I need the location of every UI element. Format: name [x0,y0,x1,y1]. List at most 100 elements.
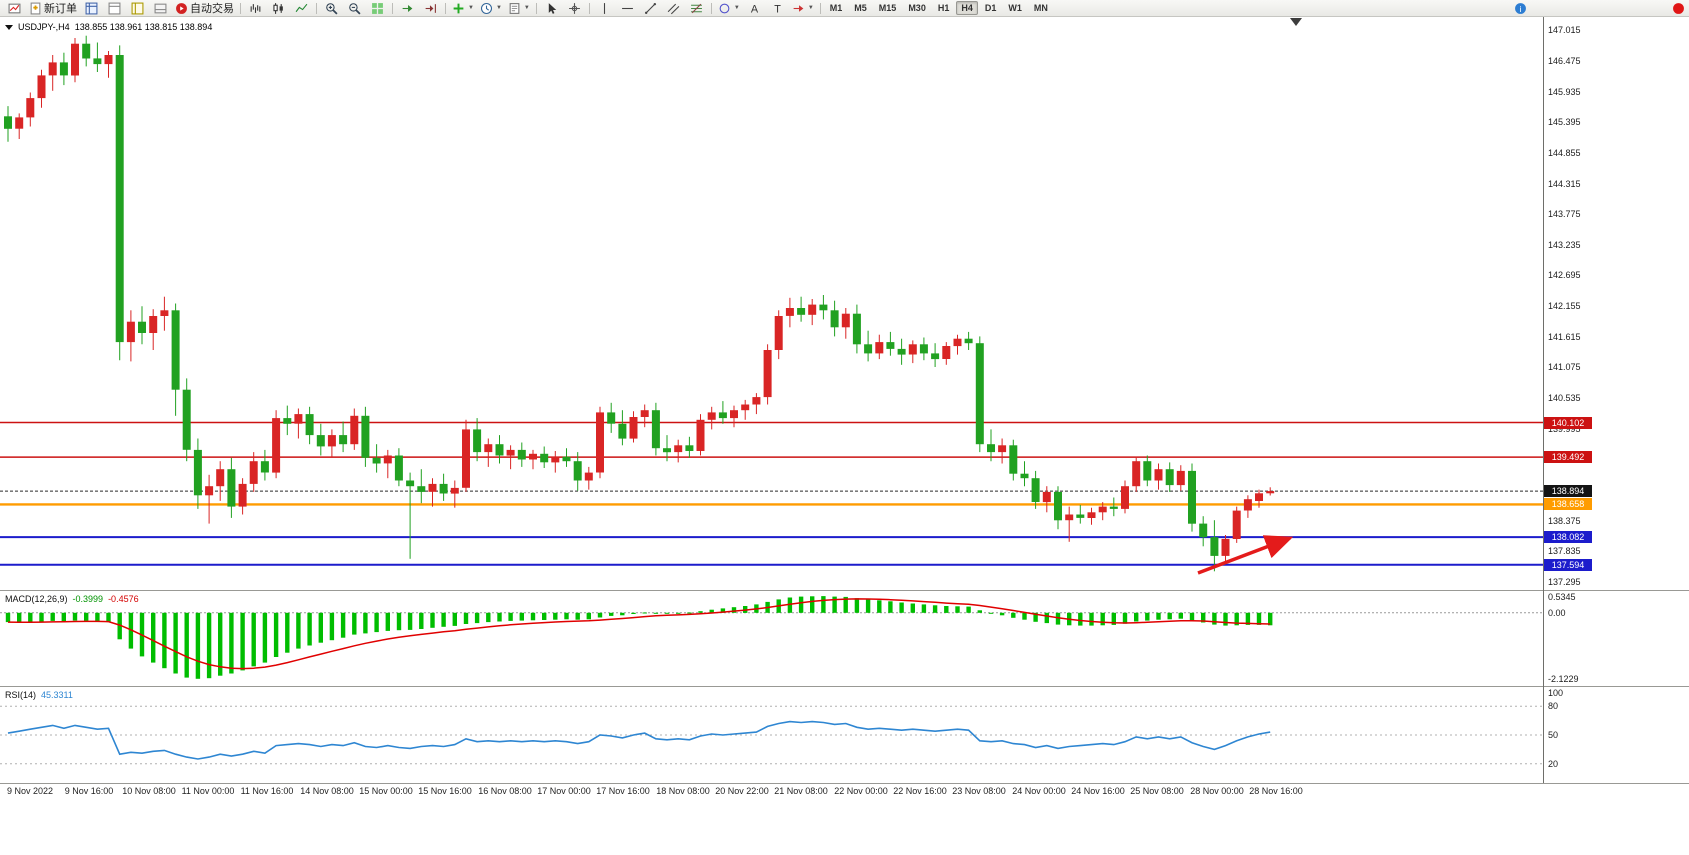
notification-badge[interactable] [1672,2,1685,15]
price-axis-label: 140.535 [1548,393,1581,403]
time-axis-label: 16 Nov 08:00 [478,786,532,796]
rsi-axis-label: 20 [1548,759,1559,769]
zoom-out-icon [349,2,361,15]
timeframe-d1-button[interactable]: D1 [984,3,997,13]
horizontal-line-tool-button[interactable] [616,0,639,17]
autoscroll-icon [402,4,413,12]
candles-icon [273,2,283,14]
channel-tool-button[interactable] [662,0,685,17]
clock-icon [480,2,492,14]
crosshair-tool-button[interactable] [563,0,586,17]
time-axis-label: 22 Nov 00:00 [834,786,888,796]
linechart-icon [295,3,308,12]
macd-value: -0.3999 [72,594,104,604]
periods-button[interactable]: ▼ [477,0,505,17]
time-axis-label: 21 Nov 08:00 [774,786,828,796]
tile-windows-button[interactable] [366,0,389,17]
panel-separator[interactable] [0,686,1689,687]
price-axis-label: 145.395 [1548,117,1581,127]
chart-shift-marker[interactable] [1290,18,1302,26]
quick-trade-toggle-icon[interactable] [5,24,13,30]
text-tool-button[interactable]: A [743,0,766,17]
dropdown-caret-icon[interactable]: ▼ [733,5,740,11]
timeframe-mn-button[interactable]: MN [1033,3,1048,13]
bar-chart-button[interactable] [244,0,267,17]
timeframe-h1-button[interactable]: H1 [937,3,950,13]
trendline-tool-button[interactable] [639,0,662,17]
rsi-axis-label: 100 [1548,688,1564,698]
timeframe-m15-button[interactable]: M15 [878,3,897,13]
rsi-title: RSI(14) 45.3311 [5,690,73,700]
shapes-icon [719,3,730,13]
zoom-in-button[interactable] [320,0,343,17]
tile-icon [372,2,383,14]
timeframe-m1-button[interactable]: M1 [829,3,843,13]
svg-text:T: T [774,3,781,15]
time-axis-label: 28 Nov 00:00 [1190,786,1244,796]
macd-histogram [5,596,1273,679]
panel-separator[interactable] [0,590,1689,591]
dropdown-caret-icon[interactable]: ▼ [495,5,502,11]
terminal-button[interactable] [149,0,172,17]
toolbar-separator [535,2,537,14]
rsi-line [7,720,1271,760]
timeframe-m30-button[interactable]: M30 [908,3,926,13]
market-watch-button[interactable] [80,0,103,17]
price-axis-label: 142.695 [1548,270,1581,280]
price-axis-label: 146.475 [1548,56,1581,66]
arrows-tool-button[interactable]: ▼ [789,0,817,17]
shapes-tool-button[interactable]: ▼ [715,0,743,17]
timeframe-h4-button[interactable]: H4 [956,1,978,15]
price-axis-label: 143.235 [1548,240,1581,250]
text-label-tool-button[interactable]: T [766,0,789,17]
time-axis-label: 14 Nov 08:00 [300,786,354,796]
cursor-icon [548,2,557,14]
indicators-icon [453,3,464,13]
price-axis-label: 144.315 [1548,179,1581,189]
rsi-panel-plot[interactable] [0,687,1543,783]
toolbar-separator [819,2,821,14]
price-axis-label: 142.155 [1548,301,1581,311]
macd-axis-label: -2.1229 [1548,674,1579,684]
indicators-button[interactable]: ▼ [449,0,477,17]
vertical-line-tool-button[interactable] [593,0,616,17]
price-axis-label: 137.835 [1548,546,1581,556]
autotrade-button[interactable]: 自动交易 [172,0,237,17]
fibonacci-tool-button[interactable] [685,0,708,17]
community-button[interactable]: i [1514,2,1527,15]
chart-new-icon [8,3,21,13]
rsi-name: RSI(14) [5,690,37,700]
horizontal-level-lines[interactable] [0,421,1543,566]
zoom-out-button[interactable] [343,0,366,17]
toolbar-separator [710,2,712,14]
symbol-period-label: USDJPY-,H4 [18,22,70,32]
dropdown-caret-icon[interactable]: ▼ [807,5,814,11]
timeframe-m5-button[interactable]: M5 [854,3,867,13]
timeframe-w1-button[interactable]: W1 [1008,3,1022,13]
data-window-icon [108,2,121,14]
dropdown-caret-icon[interactable]: ▼ [468,5,474,11]
new-order-button[interactable]: 新订单 [26,0,80,17]
macd-panel-plot[interactable] [0,591,1543,686]
rsi-level-lines [0,705,1543,765]
line-chart-button[interactable] [290,0,313,17]
price-chart-plot[interactable] [0,17,1543,590]
candles [4,35,1275,572]
dropdown-caret-icon[interactable]: ▼ [523,5,530,11]
cursor-tool-button[interactable] [540,0,563,17]
candlestick-chart-button[interactable] [267,0,290,17]
auto-scroll-button[interactable] [396,0,419,17]
trend-arrow-annotation[interactable] [1197,535,1294,575]
navigator-button[interactable] [126,0,149,17]
toolbar-separator [588,2,590,14]
time-axis-label: 9 Nov 2022 [6,786,54,796]
new-chart-button[interactable] [3,0,26,17]
rsi-axis-label: 80 [1548,701,1559,711]
bars-icon [250,3,261,13]
time-axis-label: 17 Nov 00:00 [537,786,591,796]
templates-button[interactable]: ▼ [505,0,533,17]
chart-shift-button[interactable] [419,0,442,17]
data-window-button[interactable] [103,0,126,17]
time-axis-separator [0,783,1689,784]
